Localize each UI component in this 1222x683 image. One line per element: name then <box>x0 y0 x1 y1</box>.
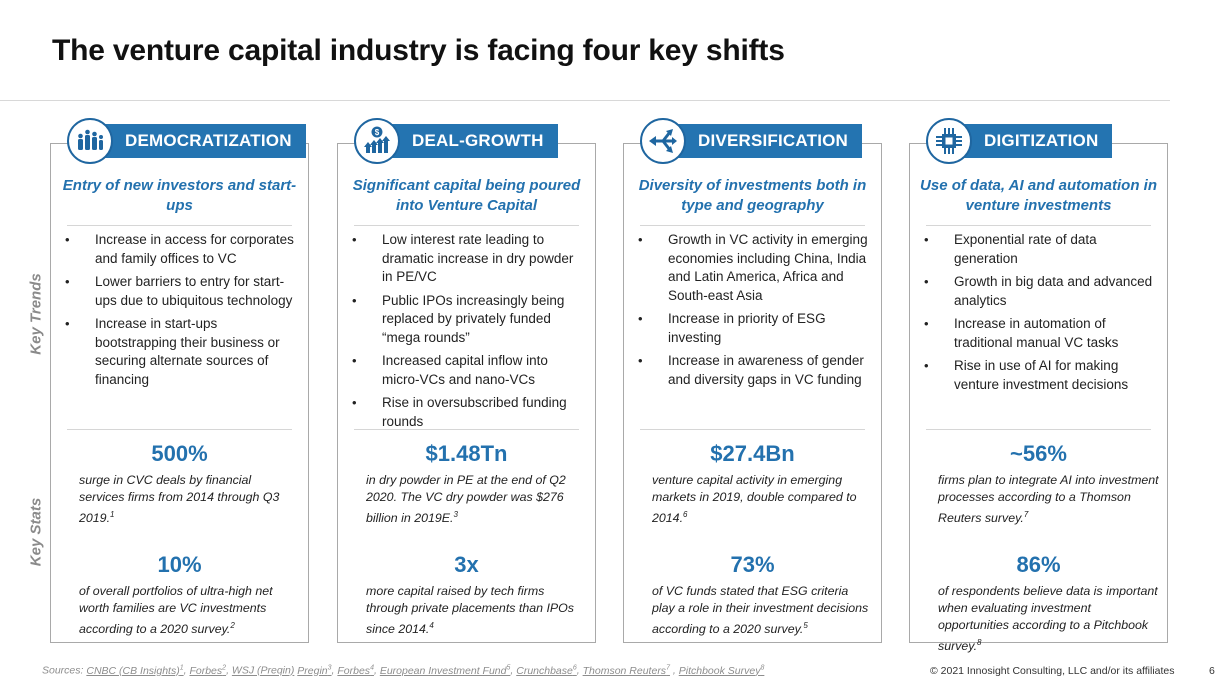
column-deal-growth: $ DEAL-GROWTH Significant capital being … <box>337 118 596 643</box>
trend-item: Increase in automation of traditional ma… <box>924 315 1157 352</box>
key-stats-label: Key Stats <box>27 497 45 567</box>
stat-value: 10% <box>157 552 202 577</box>
trend-item: Increase in awareness of gender and dive… <box>638 352 871 389</box>
trend-item: Public IPOs increasingly being replaced … <box>352 292 585 348</box>
source-link[interactable]: European Investment Fund5 <box>379 664 511 677</box>
divider <box>640 225 865 226</box>
divider <box>354 225 579 226</box>
stat-value: 73% <box>730 552 775 577</box>
column-header: DIGITIZATION <box>926 118 1113 164</box>
source-link[interactable]: WSJ (Preqin) <box>231 664 295 677</box>
column-header: $ DEAL-GROWTH <box>354 118 558 164</box>
stat-description: of overall portfolios of ultra-high net … <box>79 584 273 637</box>
divider <box>67 225 292 226</box>
column-header: DEMOCRATIZATION <box>67 118 306 164</box>
source-link[interactable]: Forbes4 <box>337 664 374 677</box>
trend-item: Increased capital inflow into micro-VCs … <box>352 352 585 389</box>
source-link[interactable]: Crunchbase6 <box>516 664 577 677</box>
trend-item: Increase in start-ups bootstrapping thei… <box>65 315 298 389</box>
trend-list: Increase in access for corporates and fa… <box>65 231 298 394</box>
trend-item: Rise in use of AI for making venture inv… <box>924 357 1157 394</box>
title-divider <box>0 100 1170 101</box>
divider <box>926 225 1151 226</box>
svg-text:$: $ <box>375 128 380 137</box>
column-democratization: DEMOCRATIZATION Entry of new investors a… <box>50 118 309 643</box>
dollar-growth-icon: $ <box>354 118 400 164</box>
stat-description: more capital raised by tech firms throug… <box>366 584 575 637</box>
trend-list: Growth in VC activity in emerging econom… <box>638 231 871 394</box>
stat-value: 500% <box>151 441 208 466</box>
stat-description: of respondents believe data is important… <box>938 584 1158 654</box>
stat-value: ~56% <box>1010 441 1067 466</box>
source-link[interactable]: Forbes2 <box>189 664 227 677</box>
column-subtitle: Significant capital being poured into Ve… <box>352 177 581 214</box>
column-title: DEMOCRATIZATION <box>101 124 306 158</box>
diverging-arrows-icon <box>640 118 686 164</box>
raised-hands-icon <box>67 118 113 164</box>
divider <box>926 429 1151 430</box>
stat-description: firms plan to integrate AI into investme… <box>938 473 1159 526</box>
trend-item: Increase in access for corporates and fa… <box>65 231 298 268</box>
stat-value: 3x <box>454 552 479 577</box>
trend-list: Exponential rate of data generation Grow… <box>924 231 1157 399</box>
trend-list: Low interest rate leading to dramatic in… <box>352 231 585 436</box>
stat-value: $1.48Tn <box>425 441 508 466</box>
sources-label: Sources: <box>42 664 84 677</box>
column-title: DIGITIZATION <box>960 124 1113 158</box>
page-title: The venture capital industry is facing f… <box>52 34 785 67</box>
column-title: DEAL-GROWTH <box>388 124 558 158</box>
trend-item: Increase in priority of ESG investing <box>638 310 871 347</box>
column-subtitle: Diversity of investments both in type an… <box>638 177 867 214</box>
column-title: DIVERSIFICATION <box>674 124 863 158</box>
divider <box>67 429 292 430</box>
stat-description: venture capital activity in emerging mar… <box>652 473 857 526</box>
source-link[interactable]: Thomson Reuters7 <box>582 664 670 677</box>
stat-description: of VC funds stated that ESG criteria pla… <box>652 584 869 637</box>
page-number: 6 <box>1209 665 1215 677</box>
column-digitization: DIGITIZATION Use of data, AI and automat… <box>909 118 1168 653</box>
source-link[interactable]: Pitchbook Survey8 <box>678 664 765 677</box>
trend-item: Lower barriers to entry for start-ups du… <box>65 273 298 310</box>
stat-description: in dry powder in PE at the end of Q2 202… <box>366 473 566 526</box>
source-link[interactable]: CNBC (CB Insights)1 <box>86 664 184 677</box>
chip-icon <box>926 118 972 164</box>
column-subtitle: Entry of new investors and start-ups <box>62 177 297 214</box>
trend-item: Growth in big data and advanced analytic… <box>924 273 1157 310</box>
source-link[interactable]: Pregin3 <box>297 664 332 677</box>
divider <box>640 429 865 430</box>
column-header: DIVERSIFICATION <box>640 118 863 164</box>
trend-item: Growth in VC activity in emerging econom… <box>638 231 871 305</box>
key-trends-label: Key Trends <box>27 273 45 355</box>
column-diversification: DIVERSIFICATION Diversity of investments… <box>623 118 882 643</box>
trend-item: Rise in oversubscribed funding rounds <box>352 394 585 431</box>
stat-description: surge in CVC deals by financial services… <box>79 473 280 526</box>
stat-value: $27.4Bn <box>710 441 795 466</box>
copyright-text: © 2021 Innosight Consulting, LLC and/or … <box>930 665 1175 677</box>
divider <box>354 429 579 430</box>
column-subtitle: Use of data, AI and automation in ventur… <box>920 177 1157 214</box>
trend-item: Exponential rate of data generation <box>924 231 1157 268</box>
stat-value: 86% <box>1016 552 1061 577</box>
trend-item: Low interest rate leading to dramatic in… <box>352 231 585 287</box>
sources-footnote: Sources: CNBC (CB Insights)1, Forbes2, W… <box>42 664 765 677</box>
